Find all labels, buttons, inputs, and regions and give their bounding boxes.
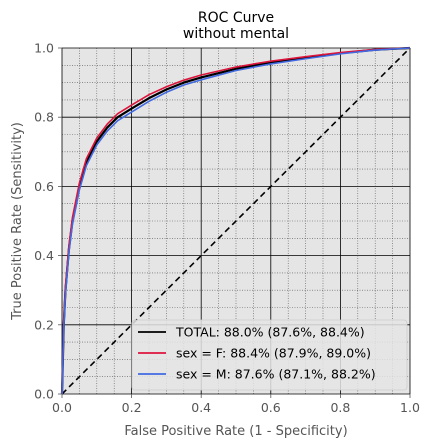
legend-box (131, 319, 408, 391)
legend: TOTAL: 88.0% (87.6%, 88.4%) sex = F: 88.4… (131, 319, 408, 391)
reference-line-group (61, 47, 411, 395)
y-tick-label: 1.0 (34, 41, 54, 56)
y-tick-label: 0.0 (34, 387, 54, 402)
ticks-group: 0.0 0.2 0.4 0.6 0.8 1.0 0.0 0.2 0.4 0.6 0.8 1.0 (34, 41, 420, 416)
x-tick-label: 0.0 (52, 400, 72, 415)
y-axis-label: True Positive Rate (Sensitivity) (10, 122, 25, 321)
chart-title: ROC Curve (198, 10, 274, 26)
chance-reference-line (61, 47, 411, 395)
major-grid (61, 47, 411, 395)
chart-subtitle: without mental (183, 26, 289, 42)
x-tick-label: 1.0 (400, 400, 420, 415)
series-group (60, 46, 411, 395)
roc-series-line-2 (61, 47, 411, 395)
y-tick-label: 0.6 (34, 179, 54, 194)
x-axis-label: False Positive Rate (1 - Specificity) (124, 424, 347, 439)
x-tick-label: 0.8 (330, 400, 350, 415)
legend-label-2: sex = M: 87.6% (87.1%, 88.2%) (176, 367, 376, 382)
x-tick-label: 0.2 (122, 400, 142, 415)
y-tick-label: 0.4 (34, 248, 54, 263)
x-tick-label: 0.4 (191, 400, 211, 415)
roc-series-line-1 (61, 47, 411, 395)
x-tick-label: 0.6 (261, 400, 281, 415)
legend-label-1: sex = F: 88.4% (87.9%, 89.0%) (176, 346, 371, 361)
legend-label-0: TOTAL: 88.0% (87.6%, 88.4%) (175, 325, 365, 340)
y-tick-label: 0.8 (34, 110, 54, 125)
y-tick-label: 0.2 (34, 317, 54, 332)
